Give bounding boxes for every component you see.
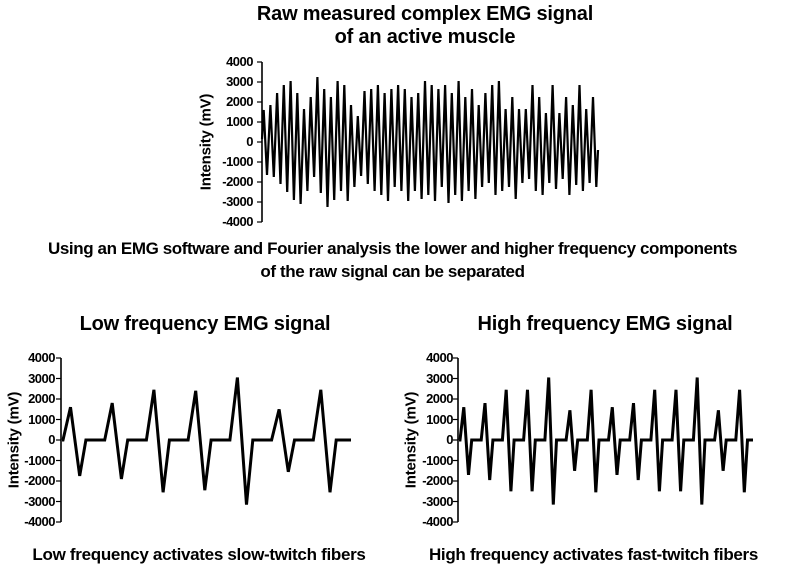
low-frequency-emg-chart: Intensity (mV) 4000 3000 2000 1000 0 -1000 -20… <box>0 348 362 532</box>
y-tick-label: -3000 <box>222 194 253 209</box>
y-tick-label: 3000 <box>28 370 55 386</box>
separation-explanation-text: Using an EMG software and Fourier analys… <box>0 237 785 283</box>
y-tick-label: 4000 <box>226 54 253 69</box>
y-tick-label: 0 <box>446 432 453 447</box>
raw-chart-title-line2: of an active muscle <box>334 26 516 48</box>
y-tick-label: 3000 <box>226 74 253 89</box>
raw-plot-area <box>257 61 600 223</box>
high-frequency-emg-chart: Intensity (mV) 4000 3000 2000 1000 0 -1000 -20… <box>396 348 764 532</box>
low-waveform-line <box>61 377 351 505</box>
high-plot-area <box>453 357 753 523</box>
y-tick-label: 0 <box>48 432 55 447</box>
y-tick-label: 2000 <box>426 391 453 406</box>
y-tick-label: 3000 <box>426 370 453 386</box>
y-tick-label: -1000 <box>422 452 453 468</box>
low-frequency-caption: Low frequency activates slow-twitch fibe… <box>32 545 366 564</box>
separation-explanation-line1: Using an EMG software and Fourier analys… <box>47 239 738 258</box>
y-tick-label: -3000 <box>24 493 55 509</box>
y-tick-label: 0 <box>246 134 253 149</box>
high-frequency-caption: High frequency activates fast-twitch fib… <box>428 545 759 564</box>
raw-chart-title-line1: Raw measured complex EMG signal <box>256 3 594 25</box>
y-tick-label: -4000 <box>24 514 55 529</box>
y-tick-label: -4000 <box>422 514 453 529</box>
y-tick-label: 4000 <box>426 350 453 365</box>
y-tick-label: 2000 <box>28 391 55 406</box>
y-tick-label: -4000 <box>222 214 253 229</box>
y-tick-label: 1000 <box>226 114 253 129</box>
high-waveform-line <box>458 377 753 505</box>
y-tick-label: 4000 <box>28 350 55 365</box>
y-tick-label: -1000 <box>222 154 253 169</box>
separation-explanation-line2: of the raw signal can be separated <box>260 262 525 281</box>
y-tick-label: 1000 <box>28 411 55 427</box>
y-tick-label: -2000 <box>222 174 253 189</box>
y-tick-label: 2000 <box>226 94 253 109</box>
high-frequency-chart-title: High frequency EMG signal <box>477 313 733 335</box>
raw-waveform-line <box>260 76 600 208</box>
raw-chart-title: Raw measured complex EMG signal of an ac… <box>230 3 620 49</box>
low-plot-area <box>56 357 351 523</box>
raw-emg-chart: Intensity (mV) 4000 3000 2000 1000 0 -1000 -20… <box>195 52 607 230</box>
y-tick-label: -1000 <box>24 452 55 468</box>
y-tick-label: -2000 <box>24 473 55 488</box>
y-tick-label: -2000 <box>422 473 453 488</box>
y-tick-label: 1000 <box>426 411 453 427</box>
y-tick-label: -3000 <box>422 493 453 509</box>
low-frequency-chart-title: Low frequency EMG signal <box>79 313 331 335</box>
